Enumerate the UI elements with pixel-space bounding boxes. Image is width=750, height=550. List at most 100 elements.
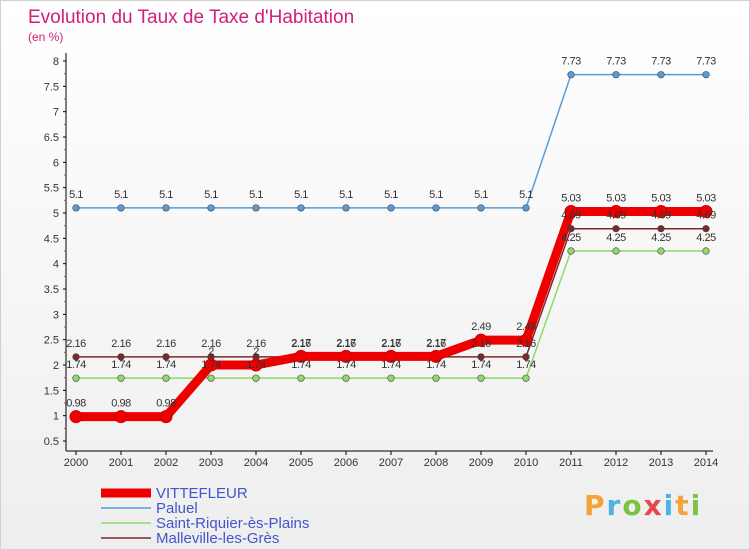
x-tick-label: 2011 (559, 457, 583, 469)
y-tick-label: 6 (53, 157, 59, 169)
data-point (118, 205, 125, 212)
y-tick-label: 7.5 (44, 81, 59, 93)
y-tick-label: 8 (53, 56, 59, 68)
x-tick-label: 2003 (199, 457, 223, 469)
data-point (298, 205, 305, 212)
data-point (343, 205, 350, 212)
data-label: 2.16 (471, 338, 491, 350)
data-point (703, 248, 710, 255)
data-label: 4.69 (696, 210, 716, 222)
x-tick-label: 2006 (334, 457, 358, 469)
data-label: 4.25 (651, 232, 671, 244)
data-label: 2.16 (516, 338, 536, 350)
data-label: 5.1 (474, 189, 488, 201)
data-label: 7.73 (696, 56, 716, 68)
data-label: 7.73 (651, 56, 671, 68)
data-label: 5.1 (204, 189, 218, 201)
y-tick-label: 5.5 (44, 183, 59, 195)
data-label: 1.74 (66, 359, 86, 371)
y-tick-label: 4 (53, 259, 59, 271)
data-point (613, 248, 620, 255)
data-label: 5.03 (696, 192, 716, 204)
y-tick-label: 3 (53, 309, 59, 321)
y-tick-label: 6.5 (44, 132, 59, 144)
x-tick-label: 2009 (469, 457, 493, 469)
data-label: 1.74 (246, 359, 266, 371)
x-tick-label: 2007 (379, 457, 403, 469)
legend-label: Malleville-les-Grès (156, 530, 279, 547)
data-label: 5.1 (384, 189, 398, 201)
data-label: 2.17 (291, 337, 311, 349)
data-label: 0.98 (111, 398, 131, 410)
data-label: 7.73 (561, 56, 581, 68)
data-label: 2.49 (471, 321, 491, 333)
x-tick-label: 2002 (154, 457, 178, 469)
data-label: 4.25 (561, 232, 581, 244)
data-label: 2.16 (66, 338, 86, 350)
data-label: 1.74 (156, 359, 176, 371)
data-label: 5.1 (69, 189, 83, 201)
x-tick-label: 2004 (244, 457, 268, 469)
data-point (568, 248, 575, 255)
data-point (115, 411, 127, 423)
data-point (478, 205, 485, 212)
data-label: 5.1 (294, 189, 308, 201)
chart-frame: Evolution du Taux de Taxe d'Habitation (… (0, 0, 750, 550)
data-point (433, 205, 440, 212)
data-label: 2.16 (156, 338, 176, 350)
data-point (613, 71, 620, 78)
y-tick-label: 2.5 (44, 335, 59, 347)
data-label: 2.17 (381, 337, 401, 349)
x-tick-label: 2014 (694, 457, 718, 469)
data-point (433, 375, 440, 382)
data-label: 4.69 (606, 210, 626, 222)
y-tick-label: 1.5 (44, 385, 59, 397)
data-label: 1.74 (426, 359, 446, 371)
data-label: 5.1 (519, 189, 533, 201)
data-point (343, 375, 350, 382)
data-label: 2 (208, 346, 214, 358)
data-label: 1.74 (381, 359, 401, 371)
data-label: 0.98 (66, 398, 86, 410)
data-point (388, 375, 395, 382)
x-tick-label: 2012 (604, 457, 628, 469)
x-tick-label: 2013 (649, 457, 673, 469)
y-tick-label: 7 (53, 107, 59, 119)
data-point (73, 375, 80, 382)
data-point (253, 205, 260, 212)
data-point (208, 205, 215, 212)
data-label: 5.03 (651, 192, 671, 204)
data-label: 1.74 (336, 359, 356, 371)
data-label: 2.49 (516, 321, 536, 333)
data-label: 4.69 (651, 210, 671, 222)
brand-logo: Proxiti (584, 489, 702, 522)
x-tick-label: 2001 (109, 457, 133, 469)
data-label: 1.74 (201, 359, 221, 371)
data-label: 1.74 (111, 359, 131, 371)
data-label: 5.1 (159, 189, 173, 201)
data-label: 1.74 (516, 359, 536, 371)
data-label: 4.25 (696, 232, 716, 244)
data-point (253, 375, 260, 382)
data-point (658, 248, 665, 255)
data-label: 4.69 (561, 210, 581, 222)
data-label: 5.1 (429, 189, 443, 201)
data-point (70, 411, 82, 423)
y-tick-label: 2 (53, 360, 59, 372)
data-label: 2 (253, 346, 259, 358)
y-tick-label: 0.5 (44, 436, 59, 448)
data-label: 5.1 (249, 189, 263, 201)
data-point (478, 375, 485, 382)
data-point (118, 375, 125, 382)
data-label: 5.1 (114, 189, 128, 201)
data-label: 2.17 (426, 337, 446, 349)
data-point (163, 375, 170, 382)
data-point (523, 205, 530, 212)
data-label: 2.16 (111, 338, 131, 350)
y-tick-label: 1 (53, 411, 59, 423)
data-label: 2.17 (336, 337, 356, 349)
data-label: 0.98 (156, 398, 176, 410)
data-label: 7.73 (606, 56, 626, 68)
data-label: 1.74 (291, 359, 311, 371)
x-tick-label: 2005 (289, 457, 313, 469)
